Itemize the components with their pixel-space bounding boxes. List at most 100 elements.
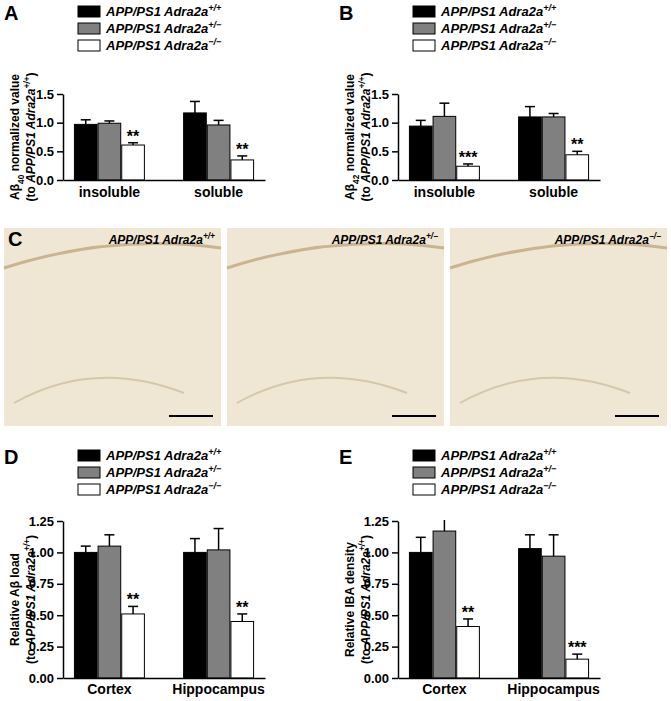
plot-area — [409, 103, 588, 180]
significance: ** — [236, 599, 249, 616]
text-part: APP/PS1 Adra2a — [359, 551, 373, 647]
superscript: +/+ — [543, 447, 557, 457]
text-part: APP/PS1 Adra2a — [331, 233, 427, 247]
significance: ** — [127, 128, 140, 145]
text-part: Relative Aβ load — [8, 553, 22, 646]
error-cap — [525, 534, 535, 536]
chart-panel: E*****0.000.250.500.751.001.25CortexHipp… — [339, 446, 601, 697]
text-part: (to — [24, 183, 38, 202]
tick-label: 0.5 — [36, 144, 54, 159]
category-label: Cortex — [422, 681, 467, 697]
superscript: +/− — [543, 20, 557, 30]
y-axis: 0.00.51.01.5 — [36, 87, 64, 188]
title-line: Relative IBA density — [343, 542, 357, 657]
legend: APP/PS1 Adra2a+/+APP/PS1 Adra2a+/−APP/PS… — [78, 3, 222, 53]
text-part: APP/PS1 Adra2a — [105, 4, 208, 19]
tick-mark — [57, 521, 63, 523]
axis-line — [398, 522, 400, 679]
tick: insoluble — [414, 180, 476, 200]
section-image — [227, 228, 444, 426]
tick: 1.0 — [371, 115, 398, 130]
hippocampus-outline — [460, 378, 630, 403]
tick: Cortex — [422, 678, 467, 697]
superscript: +/− — [543, 464, 557, 474]
category-label: Cortex — [87, 681, 132, 697]
axis-line — [64, 678, 266, 680]
error-bar — [420, 120, 422, 126]
error-bar — [420, 537, 422, 552]
error-cap — [549, 113, 559, 115]
hippocampus-outline — [237, 378, 407, 403]
title-line: (to APP/PS1 Adra2a+/+) — [22, 535, 38, 664]
error-bar — [194, 101, 196, 112]
error-cap — [104, 534, 114, 536]
y-axis-title: Aβ40 normalized value(to APP/PS1 Adra2a+… — [8, 72, 38, 201]
tick-mark — [392, 122, 398, 124]
tick: 1.25 — [29, 514, 63, 529]
tick: Hippocampus — [507, 678, 600, 697]
bar — [207, 125, 230, 180]
category-label: Hippocampus — [172, 681, 265, 697]
tick-mark — [57, 584, 63, 586]
bar — [122, 614, 145, 678]
superscript: +/+ — [22, 76, 32, 88]
bar — [519, 549, 542, 678]
tick: 1.25 — [364, 514, 398, 529]
tick-label: 0.00 — [29, 671, 54, 686]
tick-mark — [57, 678, 63, 680]
axis-line — [63, 95, 65, 181]
tick: 0.0 — [371, 173, 398, 188]
tick-mark — [57, 615, 63, 617]
text-part: APP/PS1 Adra2a — [440, 4, 543, 19]
text-part: APP/PS1 Adra2a — [105, 448, 208, 463]
error-cap — [214, 528, 224, 530]
plot-area — [409, 520, 588, 678]
superscript: −/− — [208, 37, 222, 47]
panel-label: D — [4, 446, 18, 468]
superscript: −/− — [543, 37, 557, 47]
bar — [184, 552, 207, 678]
tick-label: 0.00 — [364, 671, 389, 686]
error-bar — [218, 529, 220, 550]
superscript: −/− — [208, 481, 222, 491]
text-part: Aβ — [343, 184, 357, 200]
error-cap — [525, 106, 535, 108]
text-part: APP/PS1 Adra2a — [440, 465, 543, 480]
bar — [231, 621, 254, 678]
bar — [457, 627, 480, 678]
error-cap — [549, 534, 559, 536]
y-axis-title: Aβ42 normalized value(to APP/PS1 Adra2a+… — [343, 72, 373, 201]
error-cap — [190, 538, 200, 540]
tick-mark — [392, 646, 398, 648]
superscript: +/− — [208, 20, 222, 30]
tick-label: 1.25 — [364, 514, 389, 529]
error-bar — [553, 535, 555, 556]
text-part: APP/PS1 Adra2a — [440, 21, 543, 36]
bar — [409, 552, 432, 678]
tick-mark — [392, 584, 398, 586]
category-label: insoluble — [414, 184, 476, 200]
text-part: APP/PS1 Adra2a — [359, 88, 373, 184]
image-label: APP/PS1 Adra2a+/+ — [108, 231, 215, 247]
text-part: APP/PS1 Adra2a — [105, 38, 208, 53]
tick-label: 0.0 — [371, 173, 389, 188]
tick-mark — [57, 151, 63, 153]
significance: *** — [568, 639, 587, 656]
legend: APP/PS1 Adra2a+/+APP/PS1 Adra2a+/−APP/PS… — [413, 3, 557, 53]
chart-panel: B*****0.00.51.01.5insolublesolubleAβ42 n… — [339, 2, 601, 202]
y-axis-title: Relative Aβ load(to APP/PS1 Adra2a+/+) — [8, 535, 38, 664]
superscript: +/+ — [203, 231, 215, 241]
scale-bar — [615, 415, 659, 417]
superscript: +/+ — [208, 447, 222, 457]
plot-area — [74, 101, 253, 180]
legend-swatch — [413, 23, 435, 34]
tick: 0.5 — [36, 144, 63, 159]
axis-line — [399, 180, 601, 182]
tick-mark — [392, 615, 398, 617]
title-line: (to APP/PS1 Adra2a+/+) — [357, 72, 373, 201]
text-part: ) — [24, 72, 38, 76]
text-part: APP/PS1 Adra2a — [108, 233, 204, 247]
error-cap — [439, 102, 449, 104]
legend-label: APP/PS1 Adra2a+/− — [105, 20, 222, 36]
tick: 1.5 — [36, 87, 63, 102]
